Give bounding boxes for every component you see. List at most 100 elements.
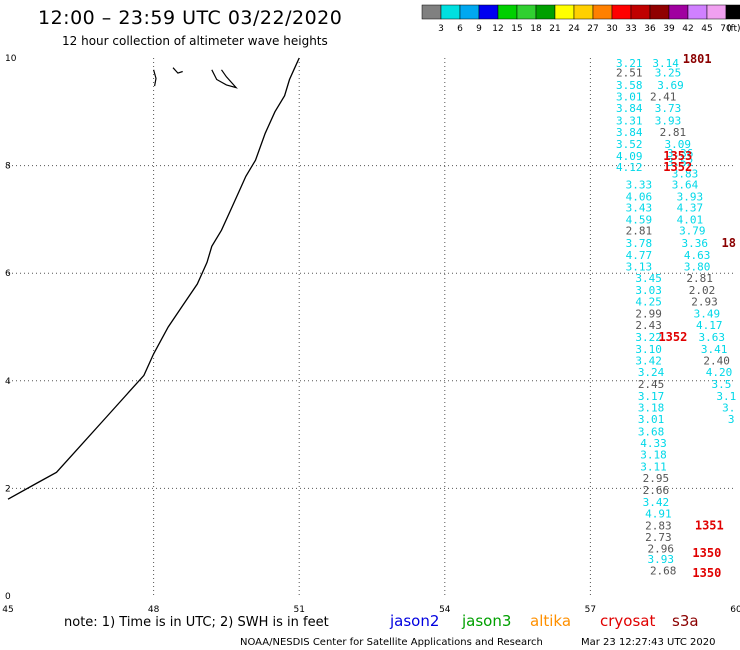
wave-height-label: 2.93	[691, 296, 718, 309]
wave-height-label: 2.73	[645, 531, 672, 544]
x-tick-label: 51	[293, 605, 304, 615]
track-label: 1351	[695, 519, 724, 533]
wave-height-label: 3.80	[684, 261, 711, 274]
wave-height-label: 3.93	[648, 553, 675, 566]
colorbar-label: 70	[720, 24, 732, 34]
colorbar-swatch	[440, 4, 461, 20]
wave-height-label: 2.43	[635, 319, 662, 332]
x-tick-label: 57	[585, 605, 596, 615]
wave-height-label: 3.69	[657, 79, 684, 92]
colorbar-label: 36	[644, 24, 656, 34]
track-label: 1353	[663, 149, 692, 163]
colorbar-swatch	[611, 4, 632, 20]
axis-ticks: 45 48 51 54 57 60 0 2 4 6 8 10	[2, 54, 740, 615]
wave-height-label: 3.93	[677, 190, 704, 203]
wave-height-label: 2.81	[686, 272, 713, 285]
satellite-name: s3a	[672, 612, 699, 630]
wave-height-label: 4.20	[706, 366, 733, 379]
wave-height-label: 2.96	[648, 543, 675, 556]
generation-timestamp: Mar 23 12:27:43 UTC 2020	[581, 637, 716, 648]
wave-height-label: 3.43	[626, 202, 653, 215]
colorbar-label: 9	[476, 24, 482, 34]
y-tick-label: 8	[5, 162, 11, 172]
wave-height-label: 2.51	[616, 67, 643, 80]
wave-height-values: 3.212.513.583.013.843.313.843.524.094.12…	[616, 57, 736, 578]
wave-height-label: 4.59	[626, 213, 653, 226]
y-tick-label: 6	[5, 269, 11, 279]
colorbar-label: 24	[568, 24, 580, 34]
wave-height-label: 3.31	[616, 114, 643, 127]
x-tick-label: 60	[730, 605, 740, 615]
wave-height-label: 3.25	[655, 67, 682, 80]
wave-height-label: 3.58	[616, 79, 643, 92]
wave-height-label: 3.33	[626, 178, 653, 191]
wave-height-label: 3.14	[652, 57, 679, 70]
colorbar-label: 3	[438, 24, 444, 34]
wave-height-label: 4.12	[616, 161, 643, 174]
wave-height-label: 3.84	[616, 126, 643, 139]
wave-height-label: 4.33	[640, 437, 667, 450]
satellite-name: jason2	[389, 612, 439, 630]
wave-height-label: 4.91	[645, 508, 672, 521]
colorbar-swatch	[687, 4, 708, 20]
track-label: 1352	[658, 330, 687, 344]
wave-height-label: 4.25	[635, 296, 662, 309]
wave-height-label: 3.1	[716, 390, 736, 403]
wave-height-label: 2.81	[660, 126, 687, 139]
y-tick-label: 0	[5, 592, 11, 602]
wave-height-label: 3.18	[640, 449, 667, 462]
wave-height-label: 3.78	[626, 237, 653, 250]
wave-height-label: 2.81	[626, 225, 653, 238]
color-scale-legend: 3 6 9 12 15 18 21 24 27 30 33 36 39 42 45 70(ft)	[421, 4, 740, 34]
coastline-path	[7, 57, 300, 500]
wave-height-label: 4.17	[696, 319, 723, 332]
wave-height-label: 2.66	[643, 484, 670, 497]
credit-line: NOAA/NESDIS Center for Satellite Applica…	[240, 637, 543, 648]
wave-height-label: 4.77	[626, 249, 653, 262]
wave-height-label: 3.5	[712, 378, 732, 391]
wave-height-label: 3.73	[655, 102, 682, 115]
y-tick-label: 4	[5, 377, 11, 387]
satellite-name: jason3	[461, 612, 511, 630]
wave-height-label: 3.01	[616, 91, 643, 104]
colorbar-swatch	[668, 4, 689, 20]
colorbar-label: 12	[492, 24, 503, 34]
y-tick-label: 10	[5, 54, 17, 64]
colorbar-label: 39	[663, 24, 675, 34]
wave-height-label: 2.45	[638, 378, 665, 391]
wave-height-label: 3.64	[672, 178, 699, 191]
wave-height-label: 2.83	[645, 520, 672, 533]
wave-height-label: 3.49	[694, 308, 721, 321]
track-label: 1350	[692, 546, 721, 560]
wave-height-label: 4.63	[684, 249, 711, 262]
x-tick-label: 54	[439, 605, 451, 615]
wave-height-label: 3.09	[665, 138, 692, 151]
wave-height-label: 4.01	[677, 213, 704, 226]
satellite-name: altika	[530, 612, 571, 630]
colorbar-swatch	[649, 4, 670, 20]
colorbar-swatch	[459, 4, 480, 20]
colorbar-label: 27	[587, 24, 598, 34]
track-label: 1801	[683, 52, 712, 66]
colorbar-label: 6	[457, 24, 463, 34]
wave-height-label: 3.03	[635, 284, 662, 297]
y-tick-label: 2	[5, 484, 11, 494]
colorbar-swatch	[497, 4, 518, 20]
colorbar-label: 21	[549, 24, 560, 34]
island-outline	[211, 69, 238, 89]
footnote: note: 1) Time is in UTC; 2) SWH is in fe…	[64, 615, 329, 630]
wave-height-label: 3.17	[638, 390, 665, 403]
wave-height-label: 3	[728, 413, 735, 426]
wave-height-label: 2.40	[703, 354, 730, 367]
wave-height-label: 3.13	[626, 261, 653, 274]
colorbar-unit: (ft)	[727, 24, 740, 34]
colorbar-swatch	[516, 4, 537, 20]
wave-height-label: 3.42	[635, 354, 662, 367]
colorbar-swatch	[554, 4, 575, 20]
colorbar-swatch	[535, 4, 556, 20]
wave-height-label: 3.68	[638, 425, 665, 438]
x-tick-label: 45	[2, 605, 13, 615]
island-outline	[172, 67, 183, 74]
colorbar-swatch	[478, 4, 499, 20]
